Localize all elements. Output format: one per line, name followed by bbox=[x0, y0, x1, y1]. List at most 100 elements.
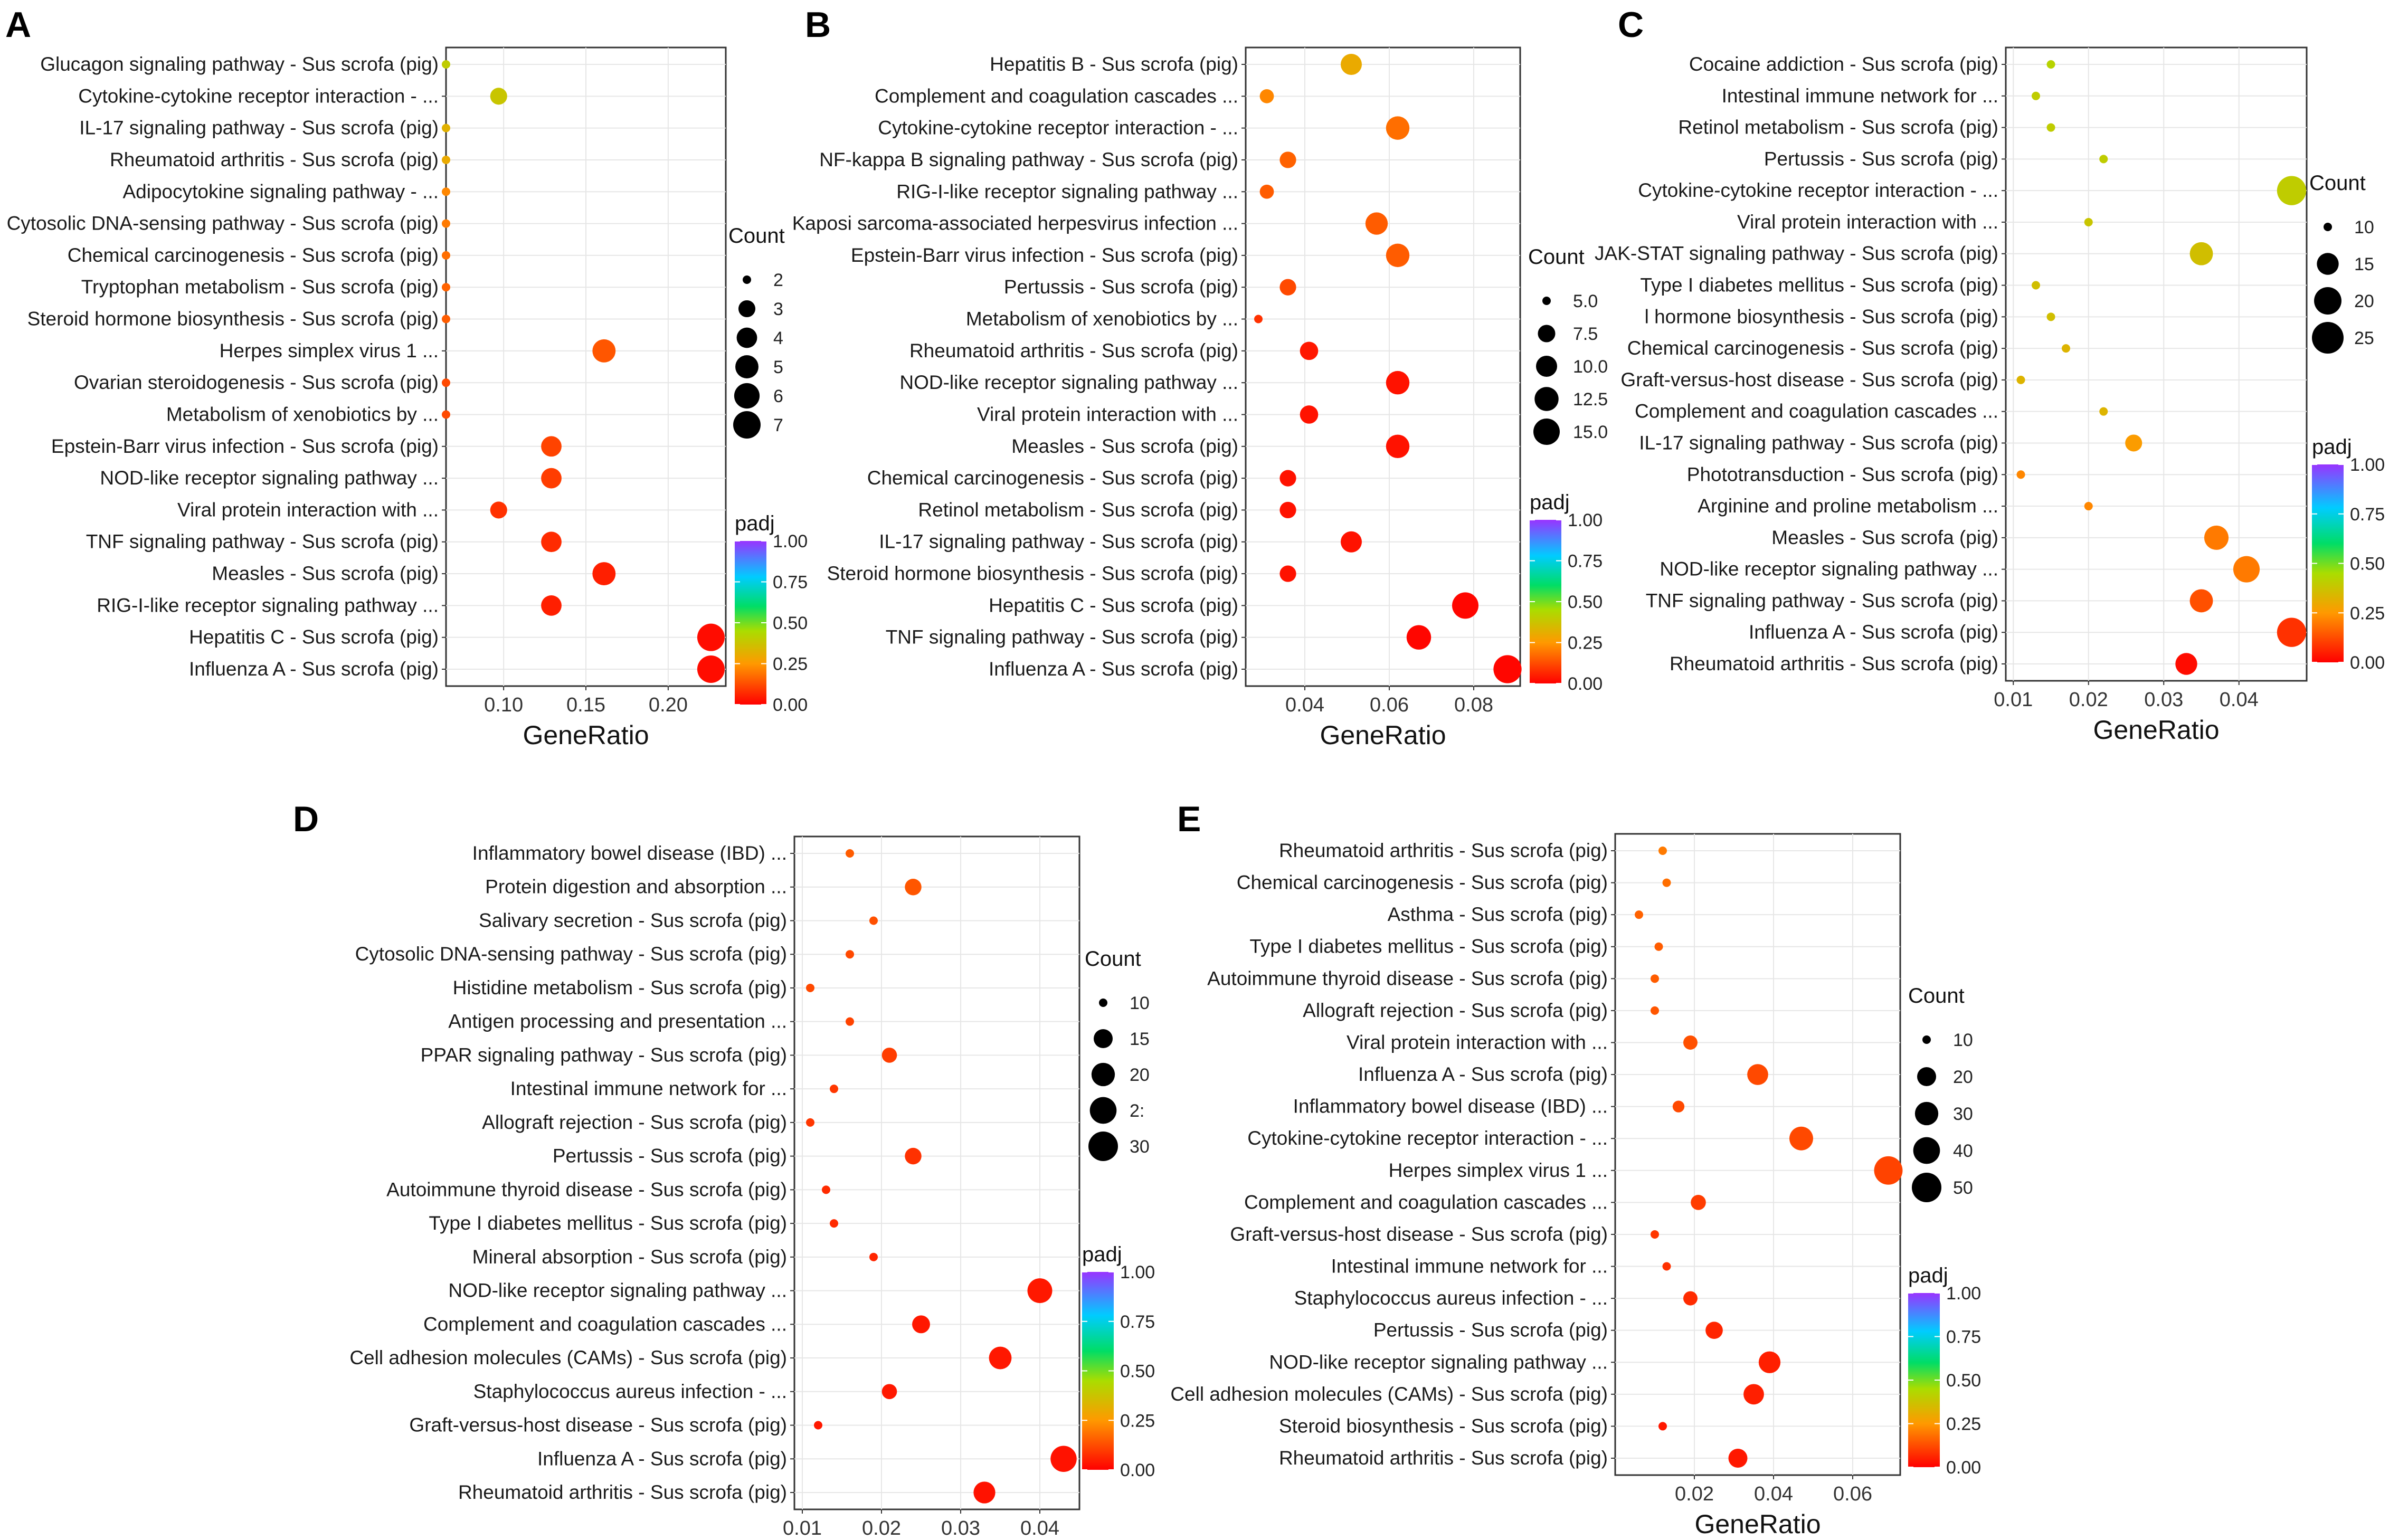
x-axis-label: GeneRatio bbox=[1320, 720, 1446, 750]
term-label: RIG-I-like receptor signaling pathway ..… bbox=[896, 180, 1238, 202]
data-point bbox=[592, 562, 616, 585]
term-label: JAK-STAT signaling pathway - Sus scrofa … bbox=[1595, 243, 1998, 264]
panel-d: D Inflammatory bowel disease (IBD) ... Pro… bbox=[293, 799, 1155, 1539]
term-label: Influenza A - Sus scrofa (pig) bbox=[1749, 621, 1998, 643]
data-point bbox=[1340, 53, 1362, 75]
term-label: Cytokine-cytokine receptor interaction -… bbox=[78, 85, 439, 107]
data-point bbox=[1789, 1126, 1813, 1151]
data-point bbox=[541, 531, 562, 553]
data-point bbox=[1340, 531, 1362, 553]
term-label: Cytokine-cytokine receptor interaction -… bbox=[1247, 1127, 1608, 1149]
count-legend-title: Count bbox=[1908, 984, 1965, 1007]
x-tick-label: 0.10 bbox=[484, 694, 523, 716]
data-point bbox=[1635, 910, 1643, 919]
data-point bbox=[442, 187, 450, 196]
data-point bbox=[1874, 1156, 1903, 1185]
count-legend-dot bbox=[1538, 325, 1556, 343]
data-points bbox=[806, 849, 1077, 1504]
count-legend-label: 4 bbox=[773, 328, 783, 348]
count-legend-dot bbox=[1917, 1067, 1936, 1086]
data-point bbox=[2084, 217, 2093, 226]
data-point bbox=[822, 1185, 830, 1194]
count-legend-dot bbox=[1089, 1097, 1117, 1124]
count-legend-label: 15 bbox=[2354, 254, 2374, 274]
data-point bbox=[442, 410, 450, 419]
data-point bbox=[989, 1346, 1012, 1370]
term-labels: Glucagon signaling pathway - Sus scrofa … bbox=[7, 53, 446, 680]
data-point bbox=[2189, 589, 2213, 613]
x-tick-label: 0.03 bbox=[941, 1517, 980, 1539]
count-legend-dot bbox=[1088, 1132, 1118, 1161]
data-point bbox=[2277, 617, 2307, 647]
term-label: Cell adhesion molecules (CAMs) - Sus scr… bbox=[349, 1347, 787, 1368]
term-label: TNF signaling pathway - Sus scrofa (pig) bbox=[1646, 590, 1998, 611]
data-point bbox=[1705, 1322, 1723, 1339]
term-label: Hepatitis C - Sus scrofa (pig) bbox=[989, 594, 1238, 616]
data-point bbox=[806, 983, 814, 992]
data-point bbox=[1365, 212, 1388, 235]
data-point bbox=[1259, 184, 1274, 199]
x-tick-label: 0.15 bbox=[566, 694, 605, 716]
data-point bbox=[1658, 847, 1667, 855]
padj-label: 0.75 bbox=[1946, 1327, 1981, 1347]
count-legend-label: 5 bbox=[773, 357, 783, 377]
data-point bbox=[1279, 279, 1296, 296]
padj-label: 0.00 bbox=[1120, 1460, 1155, 1480]
count-legend-label: 2: bbox=[1130, 1101, 1144, 1121]
x-axis: 0.02 0.04 0.06 GeneRatio bbox=[1675, 1475, 1872, 1539]
data-point bbox=[1452, 592, 1478, 619]
panel-a: A Glucagon signaling pathway - Sus scrofa… bbox=[5, 5, 808, 750]
count-legend-dot bbox=[2314, 287, 2341, 315]
term-label: Inflammatory bowel disease (IBD) ... bbox=[1293, 1096, 1608, 1117]
data-point bbox=[830, 1085, 838, 1094]
term-label: Chemical carcinogenesis - Sus scrofa (pi… bbox=[1627, 337, 1998, 359]
term-label: Histidine metabolism - Sus scrofa (pig) bbox=[453, 977, 787, 999]
data-point bbox=[2046, 60, 2055, 69]
count-legend-dot bbox=[1912, 1173, 1941, 1202]
data-point bbox=[814, 1421, 822, 1430]
count-legend-title: Count bbox=[1528, 245, 1585, 269]
x-tick-label: 0.20 bbox=[649, 694, 688, 716]
data-point bbox=[1662, 878, 1671, 887]
term-label: Cocaine addiction - Sus scrofa (pig) bbox=[1689, 53, 1998, 75]
count-legend-dot bbox=[1913, 1137, 1940, 1164]
count-legend-label: 40 bbox=[1953, 1141, 1973, 1161]
term-label: Cytosolic DNA-sensing pathway - Sus scro… bbox=[7, 213, 439, 234]
panel-letter: A bbox=[5, 5, 31, 45]
count-legend: Count 10 20 30 40 50 bbox=[1908, 984, 1973, 1202]
term-label: Metabolism of xenobiotics by ... bbox=[966, 308, 1238, 330]
padj-label: 0.25 bbox=[2350, 603, 2385, 623]
term-label: Rheumatoid arthritis - Sus scrofa (pig) bbox=[909, 340, 1238, 362]
data-point bbox=[2099, 407, 2108, 416]
data-point bbox=[442, 123, 450, 132]
term-label: Chemical carcinogenesis - Sus scrofa (pi… bbox=[1237, 872, 1608, 893]
term-label: Viral protein interaction with ... bbox=[977, 403, 1238, 425]
data-point bbox=[697, 623, 725, 651]
data-point bbox=[1654, 942, 1663, 951]
gridlines bbox=[446, 47, 726, 686]
x-tick-label: 0.06 bbox=[1370, 694, 1409, 716]
data-point bbox=[869, 916, 878, 925]
panel-letter: D bbox=[293, 799, 319, 839]
data-point bbox=[442, 219, 450, 228]
panels: A Glucagon signaling pathway - Sus scrofa… bbox=[5, 5, 2385, 1539]
data-point bbox=[1300, 341, 1319, 360]
data-point bbox=[1758, 1351, 1781, 1373]
term-label: TNF signaling pathway - Sus scrofa (pig) bbox=[886, 626, 1238, 648]
term-label: Rheumatoid arthritis - Sus scrofa (pig) bbox=[1279, 1447, 1608, 1469]
term-label: Kaposi sarcoma-associated herpesvirus in… bbox=[792, 213, 1238, 234]
data-point bbox=[1050, 1446, 1077, 1472]
data-point bbox=[2032, 281, 2040, 290]
count-legend-label: 20 bbox=[2354, 291, 2374, 311]
count-legend: Count 2 3 4 5 6 7 bbox=[728, 224, 785, 439]
term-label: Steroid biosynthesis - Sus scrofa (pig) bbox=[1279, 1415, 1608, 1437]
term-label: Tryptophan metabolism - Sus scrofa (pig) bbox=[81, 276, 439, 298]
data-point bbox=[2016, 375, 2025, 384]
data-point bbox=[912, 1315, 930, 1334]
term-label: Viral protein interaction with ... bbox=[1737, 211, 1998, 233]
data-points bbox=[1254, 53, 1522, 683]
data-point bbox=[592, 339, 616, 363]
data-point bbox=[442, 155, 450, 164]
